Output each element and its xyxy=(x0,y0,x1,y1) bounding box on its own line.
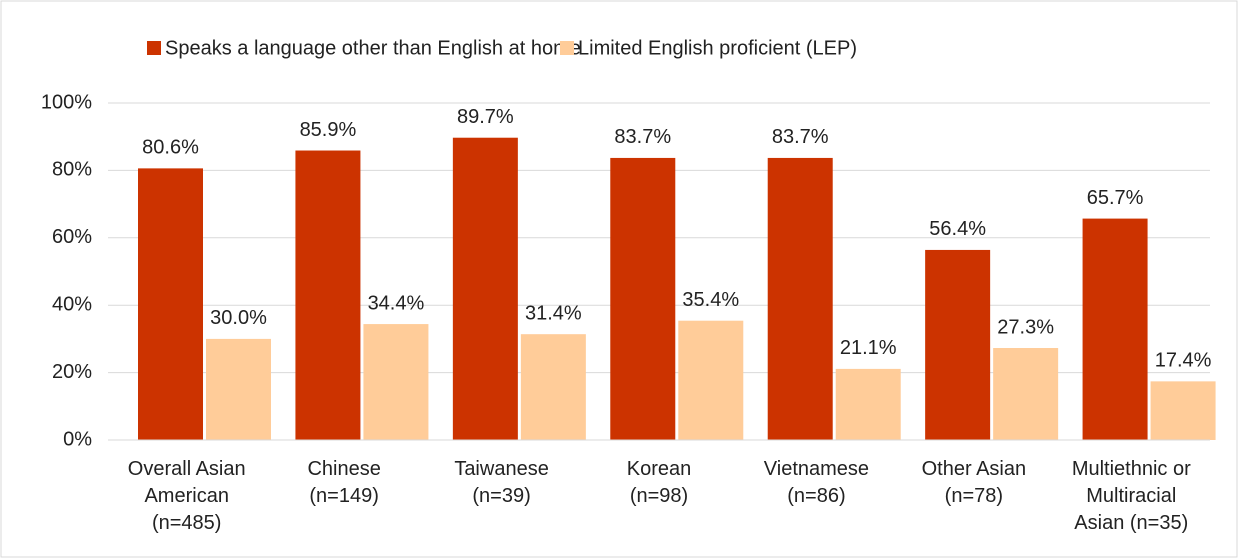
value-label: 17.4% xyxy=(1155,350,1212,372)
x-tick-label: Chinese (n=149) xyxy=(307,458,380,507)
value-label: 27.3% xyxy=(997,316,1054,338)
value-label: 80.6% xyxy=(142,137,199,159)
value-label: 30.0% xyxy=(210,307,267,329)
y-tick-label: 0% xyxy=(63,428,92,450)
bar xyxy=(835,368,901,440)
value-label: 83.7% xyxy=(772,126,829,148)
bar xyxy=(1150,381,1216,440)
value-label: 34.4% xyxy=(368,292,425,314)
bar xyxy=(993,347,1059,440)
legend-label: Limited English proficient (LEP) xyxy=(578,37,857,59)
bar xyxy=(363,324,429,440)
x-tick-line: Multiracial xyxy=(1086,485,1176,507)
x-tick-line: Overall Asian xyxy=(128,458,246,480)
y-tick-label: 20% xyxy=(52,361,92,383)
bar xyxy=(206,338,271,440)
x-tick-line: (n=98) xyxy=(630,485,688,507)
x-tick-label: Multiethnic or Multiracial Asian (n=35) xyxy=(1072,458,1191,534)
bar xyxy=(925,249,991,440)
x-tick-line: Other Asian xyxy=(922,458,1027,480)
bar xyxy=(678,320,744,440)
value-label: 85.9% xyxy=(300,119,357,141)
x-tick-line: Vietnamese xyxy=(764,458,869,480)
y-tick-label: 80% xyxy=(52,159,92,181)
value-label: 89.7% xyxy=(457,106,514,128)
x-tick-line: Multiethnic or xyxy=(1072,458,1191,480)
bar xyxy=(767,157,833,440)
value-label: 21.1% xyxy=(840,337,897,359)
bar xyxy=(452,137,518,440)
value-label: 65.7% xyxy=(1087,187,1144,209)
x-tick-line: (n=78) xyxy=(945,485,1003,507)
legend-swatch xyxy=(560,41,574,55)
value-label: 35.4% xyxy=(682,289,739,311)
x-tick-label: Overall Asian American (n=485) xyxy=(128,458,246,534)
legend-swatch xyxy=(147,41,161,55)
y-tick-label: 100% xyxy=(41,91,92,113)
bar xyxy=(1082,218,1148,440)
value-label: 31.4% xyxy=(525,302,582,324)
x-tick-line: (n=149) xyxy=(309,485,379,507)
x-tick-line: (n=86) xyxy=(787,485,845,507)
x-tick-line: Chinese xyxy=(307,458,380,480)
x-tick-line: Korean xyxy=(627,458,692,480)
bar xyxy=(520,334,586,440)
value-label: 83.7% xyxy=(614,126,671,148)
legend-label: Speaks a language other than English at … xyxy=(165,37,581,59)
bar xyxy=(610,157,676,440)
value-label: 56.4% xyxy=(929,218,986,240)
x-tick-label: Korean (n=98) xyxy=(627,458,692,507)
y-tick-label: 40% xyxy=(52,293,92,315)
x-tick-line: Asian (n=35) xyxy=(1074,512,1188,534)
bar xyxy=(295,150,361,440)
x-tick-label: Taiwanese (n=39) xyxy=(454,458,549,507)
x-tick-line: Taiwanese xyxy=(454,458,549,480)
bar xyxy=(138,168,203,441)
x-tick-line: (n=485) xyxy=(152,512,222,534)
x-tick-label: Other Asian (n=78) xyxy=(922,458,1027,507)
y-tick-label: 60% xyxy=(52,226,92,248)
x-tick-label: Vietnamese (n=86) xyxy=(764,458,869,507)
x-tick-line: American xyxy=(144,485,228,507)
x-tick-line: (n=39) xyxy=(472,485,530,507)
